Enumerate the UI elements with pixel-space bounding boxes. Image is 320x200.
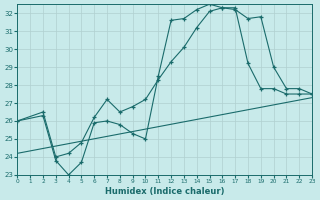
X-axis label: Humidex (Indice chaleur): Humidex (Indice chaleur): [105, 187, 224, 196]
